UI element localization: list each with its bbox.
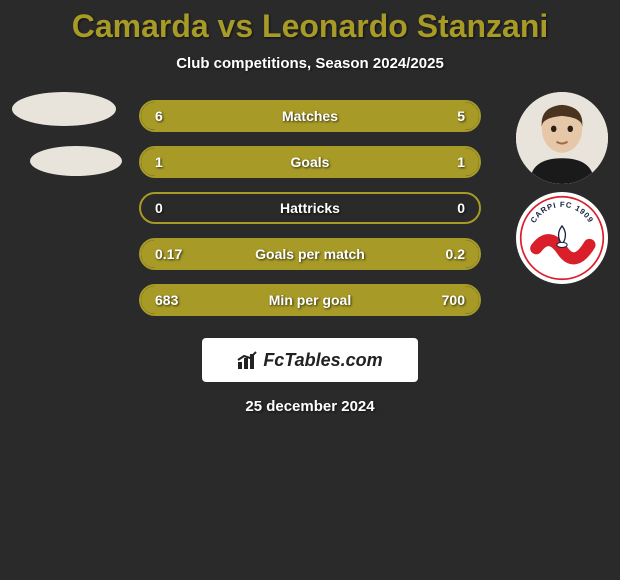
stat-label: Min per goal	[269, 292, 351, 308]
stat-bar-text: 0.17 Goals per match 0.2	[141, 246, 479, 262]
comparison-title: Camarda vs Leonardo Stanzani	[0, 0, 620, 45]
stat-left-value: 683	[155, 292, 178, 308]
stat-bar: 1 Goals 1	[139, 146, 481, 178]
person-icon	[516, 92, 608, 184]
player1-avatar-placeholder	[12, 92, 116, 126]
right-badges: CARPI FC 1909	[516, 92, 608, 284]
stat-label: Hattricks	[280, 200, 340, 216]
player2-avatar	[516, 92, 608, 184]
stat-bar: 0.17 Goals per match 0.2	[139, 238, 481, 270]
stat-left-value: 6	[155, 108, 163, 124]
stat-label: Matches	[282, 108, 338, 124]
stat-bar-text: 683 Min per goal 700	[141, 292, 479, 308]
player1-name: Camarda	[72, 8, 209, 44]
title-vs: vs	[218, 8, 254, 44]
stat-bar: 6 Matches 5	[139, 100, 481, 132]
stat-right-value: 5	[457, 108, 465, 124]
stat-left-value: 0	[155, 200, 163, 216]
stat-left-value: 0.17	[155, 246, 182, 262]
brand-badge: FcTables.com	[202, 338, 418, 382]
stat-bar: 683 Min per goal 700	[139, 284, 481, 316]
stat-bar-text: 6 Matches 5	[141, 108, 479, 124]
stat-bar: 0 Hattricks 0	[139, 192, 481, 224]
stat-label: Goals	[291, 154, 330, 170]
player1-club-placeholder	[30, 146, 122, 176]
stat-bar-text: 0 Hattricks 0	[141, 200, 479, 216]
stat-bars: 6 Matches 5 1 Goals 1 0 Hattricks 0 0.17 Goals per…	[139, 100, 481, 316]
player2-name: Leonardo Stanzani	[262, 8, 548, 44]
brand-text: FcTables.com	[263, 350, 382, 371]
left-badges	[12, 92, 122, 196]
footer-date: 25 december 2024	[0, 398, 620, 415]
player2-club-logo: CARPI FC 1909	[516, 192, 608, 284]
stat-right-value: 700	[442, 292, 465, 308]
stat-right-value: 0	[457, 200, 465, 216]
stat-bar-text: 1 Goals 1	[141, 154, 479, 170]
stat-right-value: 1	[457, 154, 465, 170]
chart-icon	[237, 350, 259, 370]
subtitle: Club competitions, Season 2024/2025	[0, 55, 620, 72]
stat-left-value: 1	[155, 154, 163, 170]
club-badge-icon: CARPI FC 1909	[519, 195, 605, 281]
stat-right-value: 0.2	[446, 246, 465, 262]
stat-label: Goals per match	[255, 246, 365, 262]
comparison-content: CARPI FC 1909 6 Matches 5 1 Goals 1 0 Hattricks…	[0, 100, 620, 415]
